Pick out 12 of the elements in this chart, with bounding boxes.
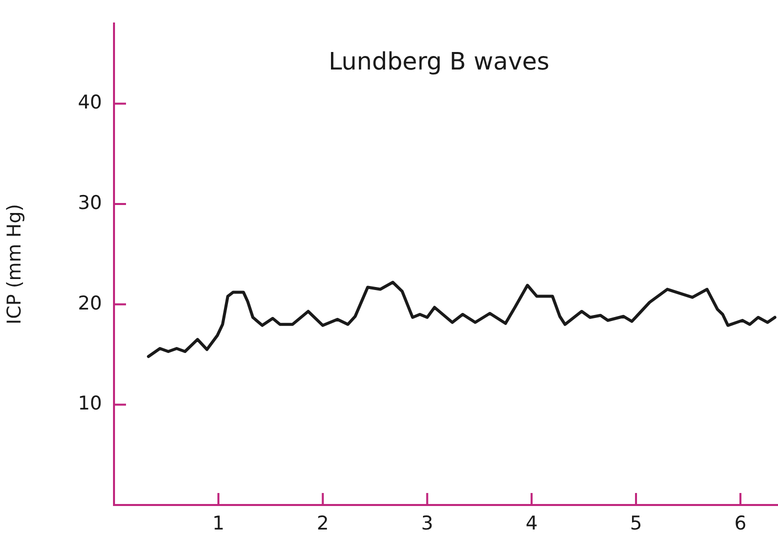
x-tick-label: 3 — [421, 512, 434, 534]
x-tick-label: 6 — [734, 512, 746, 534]
x-tick-label: 1 — [212, 512, 224, 534]
y-tick-label: 20 — [78, 292, 102, 314]
x-tick-label: 5 — [630, 512, 642, 534]
y-tick-label: 40 — [78, 92, 102, 114]
text: Lundberg B waves — [328, 48, 550, 76]
y-tick-label: 30 — [78, 192, 102, 214]
y-tick-label: 10 — [78, 392, 102, 415]
x-tick-label: 2 — [316, 512, 329, 534]
x-tick-label: 4 — [526, 512, 538, 534]
y-axis-title: ICP (mm Hg) — [3, 204, 26, 325]
